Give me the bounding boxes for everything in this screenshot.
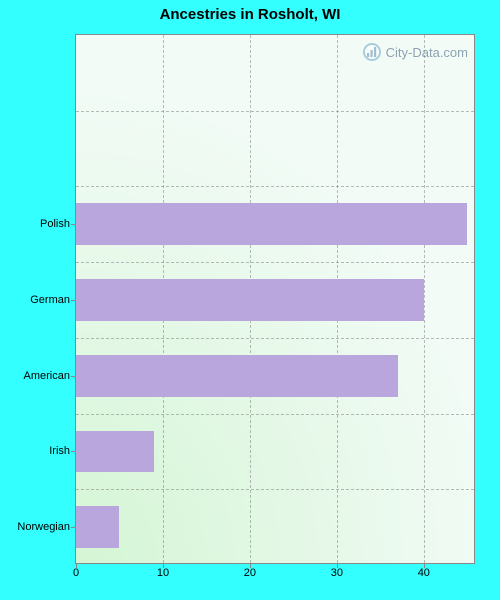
y-grid-line	[76, 414, 474, 415]
watermark-text: City-Data.com	[386, 45, 468, 60]
bar	[76, 431, 154, 473]
y-tick-label: Irish	[49, 445, 76, 457]
x-tick-label: 0	[73, 563, 79, 579]
bar	[76, 203, 467, 245]
plot-area: 010203040PolishGermanAmericanIrishNorweg…	[75, 34, 475, 564]
chart-title: Ancestries in Rosholt, WI	[0, 6, 500, 23]
x-tick-label: 20	[244, 563, 256, 579]
x-tick-label: 30	[331, 563, 343, 579]
watermark: City-Data.com	[362, 42, 468, 62]
x-tick-label: 40	[418, 563, 430, 579]
y-grid-line	[76, 186, 474, 187]
y-grid-line	[76, 489, 474, 490]
watermark-icon	[362, 42, 382, 62]
y-grid-line	[76, 338, 474, 339]
y-tick-label: German	[30, 294, 76, 306]
y-tick-label: American	[24, 370, 76, 382]
chart-page: Ancestries in Rosholt, WI 010203040Polis…	[0, 0, 500, 600]
y-tick-label: Polish	[40, 218, 76, 230]
y-tick-label: Norwegian	[17, 521, 76, 533]
y-grid-line	[76, 262, 474, 263]
bar	[76, 279, 424, 321]
bar	[76, 355, 398, 397]
x-tick-label: 10	[157, 563, 169, 579]
x-grid-line	[424, 35, 425, 563]
y-grid-line	[76, 111, 474, 112]
bar	[76, 506, 119, 548]
